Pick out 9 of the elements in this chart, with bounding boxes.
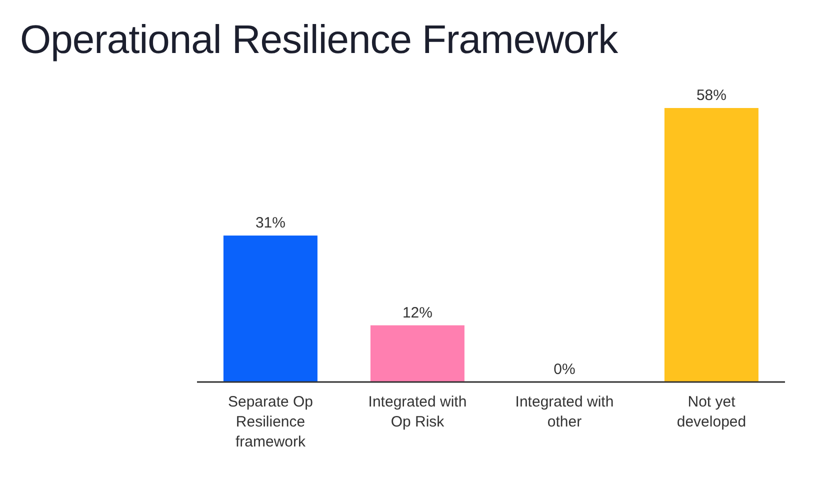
x-tick-label: Integrated with Op Risk — [368, 394, 467, 431]
data-label: 31% — [255, 214, 286, 232]
data-label: 58% — [696, 87, 726, 104]
x-tick-label: Separate Op Resilience framework — [228, 394, 314, 451]
x-tick-label: Not yet developed — [676, 394, 746, 431]
data-label: 12% — [402, 304, 432, 322]
chart-title: Operational Resilience Framework — [20, 18, 618, 63]
x-tick-label: Integrated with other — [515, 394, 614, 431]
data-label: 0% — [554, 361, 576, 378]
